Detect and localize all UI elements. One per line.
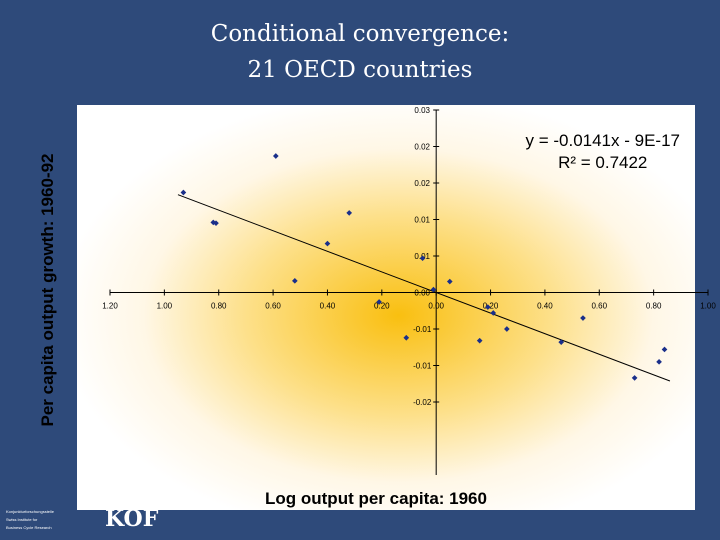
data-point <box>476 337 483 344</box>
data-point <box>430 286 437 293</box>
slide-title: Conditional convergence: 21 OECD countri… <box>0 16 720 88</box>
x-tick-label: 0.80 <box>211 302 227 311</box>
plot-area <box>77 105 695 510</box>
x-tick-label: 1.20 <box>102 302 118 311</box>
data-point <box>292 277 298 284</box>
trendline-group <box>177 194 671 382</box>
data-point <box>490 310 497 316</box>
y-tick-label: 0.02 <box>414 143 430 152</box>
slide-title-line-2: 21 OECD countries <box>247 57 473 83</box>
data-points <box>180 153 668 381</box>
footer-org-line-3: Business Cycle Research <box>6 525 52 530</box>
y-tick-label: -0.02 <box>413 398 432 407</box>
y-tick-label: -0.01 <box>413 362 432 371</box>
x-tick-label: 1.00 <box>157 302 173 311</box>
y-tick-label: -0.01 <box>413 325 432 334</box>
data-point <box>324 240 331 247</box>
regression-annotation: y = -0.0141x - 9E-17 R² = 0.7422 <box>525 130 680 174</box>
y-axis-label: Per capita output growth: 1960-92 <box>38 153 57 427</box>
y-tick-label: 0.03 <box>414 106 430 115</box>
y-tick-label: 0.00 <box>414 289 430 298</box>
data-point <box>661 346 668 353</box>
data-point <box>446 278 453 285</box>
data-point <box>272 153 279 159</box>
x-tick-label: 0.60 <box>591 302 607 311</box>
regression-equation: y = -0.0141x - 9E-17 <box>525 131 680 150</box>
x-tick-label: 0.20 <box>483 302 499 311</box>
x-tick-label: 0.40 <box>320 302 336 311</box>
footer-org-line-1: Konjunkturforschungsstelle <box>6 509 55 514</box>
r-squared-label: R² = 0.7422 <box>558 153 648 172</box>
data-point <box>346 210 353 216</box>
footer-org-line-2: Swiss Institute for <box>6 517 38 522</box>
x-tick-label: 0.00 <box>428 302 444 311</box>
x-tick-label: 0.60 <box>265 302 281 311</box>
chart-axes <box>109 109 709 475</box>
data-point <box>180 189 187 196</box>
x-tick-label: 0.20 <box>374 302 390 311</box>
data-point <box>419 255 426 262</box>
data-point <box>558 339 565 345</box>
kof-logo: KOF <box>105 506 159 532</box>
slide-title-line-1: Conditional convergence: <box>210 21 510 47</box>
y-tick-label: 0.02 <box>414 179 430 188</box>
x-axis-label: Log output per capita: 1960 <box>265 489 487 508</box>
x-tick-label: 0.80 <box>646 302 662 311</box>
data-point <box>403 334 410 341</box>
footer-organization: Konjunkturforschungsstelle Swiss Institu… <box>6 508 98 532</box>
data-point <box>210 219 217 226</box>
data-point <box>580 315 586 321</box>
data-point <box>656 359 662 365</box>
trendline <box>177 194 671 382</box>
data-point <box>484 304 491 310</box>
x-tick-label: 0.40 <box>537 302 553 311</box>
x-tick-label: 1.00 <box>700 302 716 311</box>
y-tick-label: 0.01 <box>414 216 430 225</box>
data-point <box>376 299 382 305</box>
data-point <box>631 375 638 381</box>
data-point <box>504 326 510 332</box>
